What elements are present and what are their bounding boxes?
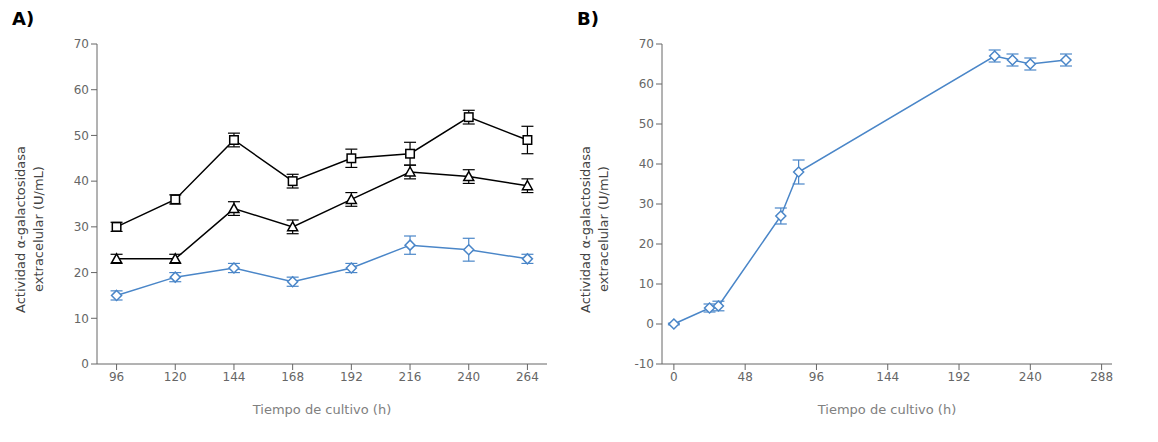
svg-text:40: 40: [639, 157, 654, 171]
svg-text:120: 120: [164, 370, 187, 384]
svg-text:20: 20: [639, 237, 654, 251]
svg-text:60: 60: [74, 83, 89, 97]
svg-text:240: 240: [1019, 370, 1042, 384]
svg-text:0: 0: [81, 357, 89, 371]
svg-text:288: 288: [1090, 370, 1113, 384]
html-text:Actividad α-galactosidasa extr: Actividad α-galactosidasa extracelular (…: [577, 145, 611, 313]
svg-text:20: 20: [74, 266, 89, 280]
svg-text:10: 10: [74, 312, 89, 326]
svg-text:70: 70: [639, 37, 654, 51]
svg-text:192: 192: [948, 370, 971, 384]
svg-text:Tiempo de cultivo (h): Tiempo de cultivo (h): [817, 402, 956, 417]
svg-text:264: 264: [516, 370, 539, 384]
svg-text:144: 144: [223, 370, 246, 384]
svg-text:-10: -10: [634, 357, 654, 371]
svg-text:0: 0: [646, 317, 654, 331]
svg-text:192: 192: [340, 370, 363, 384]
svg-text:50: 50: [74, 129, 89, 143]
svg-text:168: 168: [281, 370, 304, 384]
svg-text:Tiempo de cultivo (h): Tiempo de cultivo (h): [252, 402, 391, 417]
html-text:B): B): [577, 8, 599, 29]
svg-text:144: 144: [876, 370, 899, 384]
html-text:Actividad α-galactosidasa extr: Actividad α-galactosidasa extracelular (…: [12, 145, 46, 313]
svg-text:70: 70: [74, 37, 89, 51]
svg-text:50: 50: [639, 117, 654, 131]
svg-text:30: 30: [639, 197, 654, 211]
svg-text:30: 30: [74, 220, 89, 234]
svg-text:0: 0: [670, 370, 678, 384]
svg-text:48: 48: [738, 370, 753, 384]
svg-text:216: 216: [399, 370, 422, 384]
svg-text:60: 60: [639, 77, 654, 91]
svg-text:10: 10: [639, 277, 654, 291]
svg-text:96: 96: [809, 370, 824, 384]
svg-text:40: 40: [74, 174, 89, 188]
svg-text:240: 240: [457, 370, 480, 384]
html-text:A): A): [12, 8, 35, 29]
svg-text:96: 96: [109, 370, 124, 384]
